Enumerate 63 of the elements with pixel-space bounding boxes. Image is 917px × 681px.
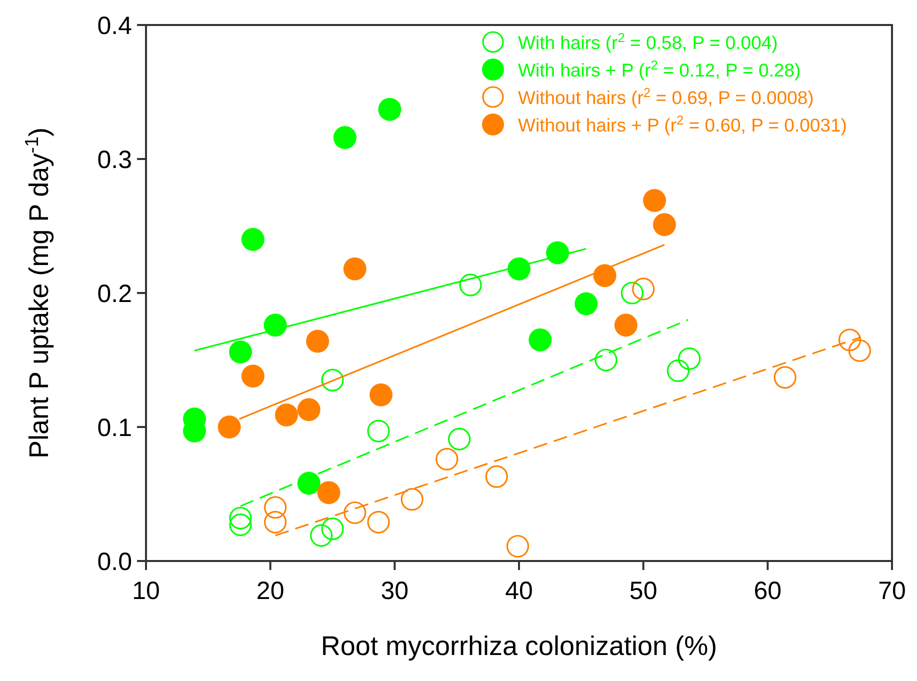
point bbox=[774, 366, 796, 389]
point bbox=[574, 292, 598, 316]
point bbox=[317, 481, 340, 504]
point bbox=[448, 428, 471, 450]
x-tick-label: 20 bbox=[256, 577, 284, 605]
y-tick-label: 0.2 bbox=[97, 280, 132, 308]
point bbox=[367, 510, 390, 534]
x-tick-label: 30 bbox=[380, 577, 409, 605]
x-tick-label: 60 bbox=[754, 577, 782, 605]
point bbox=[264, 314, 287, 337]
legend-label: Without hairs + P (r$^{2}$ = 0.60, P = 0.0031) bbox=[518, 112, 847, 136]
point bbox=[838, 328, 862, 352]
point bbox=[264, 510, 287, 534]
point bbox=[508, 257, 530, 280]
point bbox=[593, 264, 616, 288]
point bbox=[241, 364, 264, 388]
y-tick-label: 0.1 bbox=[97, 414, 132, 442]
point bbox=[333, 126, 356, 150]
legend-label: With hairs + P (r$^{2}$ = 0.12, P = 0.28) bbox=[518, 57, 801, 80]
point bbox=[297, 398, 320, 422]
point bbox=[369, 383, 392, 406]
point bbox=[264, 496, 287, 519]
y-tick-label: 0.3 bbox=[97, 146, 132, 174]
point bbox=[378, 98, 402, 121]
point bbox=[321, 368, 344, 392]
y-tick-label: 0.4 bbox=[97, 12, 132, 40]
point bbox=[297, 472, 320, 495]
point bbox=[546, 241, 570, 264]
legend-label: Without hairs (r$^{2}$ = 0.69, P = 0.0008) bbox=[518, 84, 814, 108]
point bbox=[666, 359, 690, 382]
point bbox=[343, 257, 366, 280]
point bbox=[310, 524, 333, 547]
x-tick-label: 70 bbox=[878, 577, 906, 605]
point bbox=[229, 514, 252, 536]
point bbox=[218, 416, 241, 438]
point bbox=[229, 506, 252, 530]
point bbox=[678, 347, 701, 370]
legend-label: With hairs (r$^{2}$ = 0.58, P = 0.004) bbox=[518, 30, 778, 53]
point bbox=[228, 340, 252, 364]
point bbox=[344, 501, 366, 524]
point bbox=[367, 420, 390, 442]
x-tick-label: 40 bbox=[505, 577, 533, 605]
point bbox=[848, 339, 871, 362]
point bbox=[274, 403, 298, 426]
x-axis-title: Root mycorrhiza colonization (%) bbox=[320, 631, 718, 661]
point bbox=[632, 278, 655, 300]
point bbox=[459, 274, 482, 296]
x-tick-label: 10 bbox=[132, 577, 160, 605]
point bbox=[241, 228, 264, 251]
point bbox=[528, 328, 552, 352]
point bbox=[643, 189, 666, 212]
point bbox=[614, 314, 638, 337]
point bbox=[306, 330, 330, 353]
point bbox=[594, 348, 618, 372]
point bbox=[620, 282, 644, 304]
point bbox=[400, 488, 424, 511]
x-tick-label: 50 bbox=[629, 577, 658, 605]
y-tick-label: 0.0 bbox=[97, 548, 132, 576]
point bbox=[321, 518, 344, 540]
point bbox=[652, 213, 676, 236]
point bbox=[436, 448, 458, 470]
point bbox=[506, 534, 530, 558]
point bbox=[485, 465, 508, 488]
